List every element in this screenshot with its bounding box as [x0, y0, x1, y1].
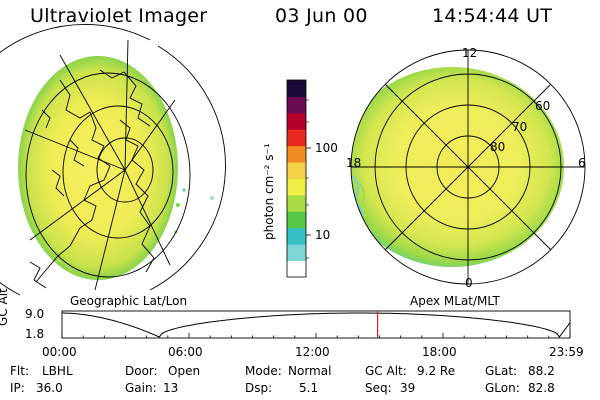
- ip-value: 36.0: [36, 381, 63, 395]
- mlat-label-80: 80: [490, 140, 506, 154]
- date-label: 03 Jun 00: [275, 5, 368, 27]
- time-tick-0600: 06:00: [168, 345, 203, 359]
- auroral-emission-region: [18, 56, 178, 280]
- colorbar-band: [287, 178, 306, 196]
- colorbar-tick-100: 100: [315, 141, 338, 155]
- mode-label: Mode:: [245, 364, 282, 378]
- colorbar-band: [287, 129, 306, 147]
- polar-map-label: Apex MLat/MLT: [410, 294, 500, 308]
- door-label: Door:: [125, 364, 158, 378]
- altitude-tick-high: 9.0: [25, 307, 45, 321]
- glat-value: 88.2: [528, 364, 555, 378]
- time-tick-2359: 23:59: [549, 345, 584, 359]
- mlat-label-70: 70: [512, 120, 528, 134]
- time-tick-1200: 12:00: [295, 345, 330, 359]
- altitude-plot: [61, 310, 571, 339]
- mlt-label-6: 6: [578, 156, 586, 170]
- filter-value: LBHL: [42, 364, 73, 378]
- ip-label: IP:: [10, 381, 25, 395]
- mlat-label-60: 60: [535, 99, 551, 113]
- earth-globe-icon: [0, 23, 226, 296]
- mlt-label-0: 0: [465, 276, 473, 290]
- colorbar-band: [287, 244, 306, 262]
- mode-value: Normal: [288, 364, 332, 378]
- colorbar-band: [287, 260, 306, 278]
- mlt-label-18: 18: [346, 156, 362, 170]
- geographic-map-label: Geographic Lat/Lon: [70, 294, 188, 308]
- colorbar-band: [287, 112, 306, 130]
- gain-label: Gain:: [125, 381, 157, 395]
- glon-value: 82.8: [528, 381, 555, 395]
- colorbar-band: [287, 194, 306, 212]
- altitude-tick-low: 1.8: [25, 327, 45, 341]
- time-label: 14:54:44 UT: [432, 5, 553, 27]
- dsp-value: 5.1: [299, 381, 319, 395]
- seq-label: Seq:: [365, 381, 392, 395]
- colorbar-band: [287, 162, 306, 179]
- time-tick-1800: 18:00: [422, 345, 457, 359]
- colorbar-band: [287, 227, 306, 245]
- polar-map: [350, 49, 586, 285]
- geographic-map: [0, 23, 226, 296]
- mlt-label-12: 12: [462, 46, 478, 60]
- colorbar-band: [287, 96, 306, 114]
- glat-label: GLat:: [485, 364, 518, 378]
- door-value: Open: [168, 364, 201, 378]
- time-tick-0000: 00:00: [42, 345, 77, 359]
- colorbar-band: [287, 80, 306, 97]
- instrument-title: Ultraviolet Imager: [30, 5, 208, 27]
- altitude-ylabel: GC Alt: [0, 288, 10, 326]
- colorbar: [286, 79, 311, 278]
- colorbar-band: [287, 145, 306, 163]
- colorbar-tick-10: 10: [315, 228, 331, 242]
- filter-label: Flt:: [10, 364, 29, 378]
- seq-value: 39: [400, 381, 416, 395]
- colorbar-unit-label: photon cm⁻² s⁻¹: [262, 143, 276, 240]
- gc-alt-value: 9.2 Re: [417, 364, 456, 378]
- glon-label: GLon:: [485, 381, 520, 395]
- colorbar-band: [287, 211, 306, 229]
- dsp-label: Dsp:: [245, 381, 273, 395]
- gain-value: 13: [163, 381, 179, 395]
- gc-alt-label: GC Alt:: [365, 364, 407, 378]
